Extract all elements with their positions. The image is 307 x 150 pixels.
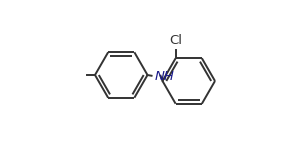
Text: NH: NH xyxy=(155,70,175,83)
Text: Cl: Cl xyxy=(169,34,182,47)
